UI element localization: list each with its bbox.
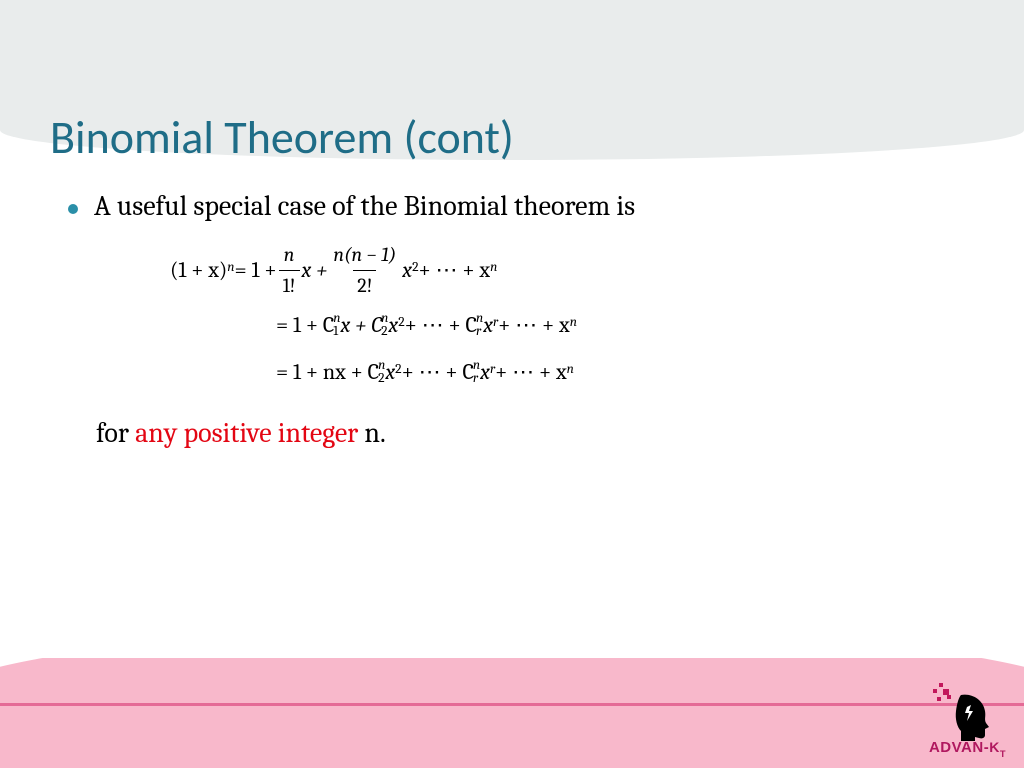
- math-text: x: [483, 309, 493, 342]
- math-lhs-paren: (1 + x): [170, 254, 227, 287]
- math-fraction-2: n(n − 1)2!: [329, 240, 400, 301]
- math-text: + ⋯ + x: [495, 356, 567, 389]
- logo-text: ADVAN-KT: [929, 739, 1006, 758]
- math-text: = 1 + C: [276, 309, 334, 342]
- math-sup: r: [490, 360, 495, 380]
- math-line-2: = 1 + Cn1 x + Cn2 x2 + ⋯ + Cnr xr + ⋯ + …: [276, 309, 974, 342]
- math-sup: n: [570, 313, 577, 333]
- math-sup: r: [493, 313, 498, 333]
- math-eq: = 1 +: [235, 254, 277, 287]
- math-line-3: = 1 + nx + Cn2 x2 + ⋯ + Cnr xr + ⋯ + xn: [276, 356, 974, 389]
- math-text: x +: [302, 254, 328, 287]
- closing-post: n.: [358, 417, 386, 449]
- math-text: + ⋯ + x: [419, 254, 491, 287]
- math-block: (1 + x)n = 1 + n1! x + n(n − 1)2! x2 + ⋯…: [170, 240, 974, 389]
- math-sup: n: [567, 360, 574, 380]
- bullet-text: A useful special case of the Binomial th…: [94, 190, 635, 222]
- math-text: x: [385, 356, 395, 389]
- math-text: = 1 + nx + C: [276, 356, 379, 389]
- math-supsub: n1: [333, 313, 340, 339]
- math-sup: 2: [412, 258, 418, 278]
- math-text: + ⋯ + C: [405, 309, 477, 342]
- math-text: x + C: [341, 309, 383, 342]
- math-sup: n: [490, 258, 497, 278]
- closing-red: any positive integer: [135, 417, 358, 449]
- math-sup: 2: [395, 360, 401, 380]
- bullet-dot-icon: [68, 204, 78, 214]
- logo-head-icon: [943, 689, 991, 741]
- brand-logo: ADVAN-KT: [929, 689, 1006, 758]
- math-text: x: [388, 309, 398, 342]
- bottom-decorative-band: ADVAN-KT: [0, 658, 1024, 768]
- closing-text: for any positive integer n.: [96, 417, 974, 449]
- math-line-1: (1 + x)n = 1 + n1! x + n(n − 1)2! x2 + ⋯…: [170, 240, 974, 301]
- slide-title: Binomial Theorem (cont): [50, 110, 974, 166]
- math-text: x: [402, 254, 412, 287]
- pink-curve-stroke: [0, 658, 1024, 706]
- bullet-item: A useful special case of the Binomial th…: [68, 190, 974, 222]
- math-sup: 2: [398, 313, 404, 333]
- math-text: + ⋯ + C: [402, 356, 474, 389]
- slide-content: Binomial Theorem (cont) A useful special…: [0, 0, 1024, 449]
- math-fraction-1: n1!: [279, 240, 300, 301]
- math-sup: n: [227, 258, 234, 278]
- math-text: x: [480, 356, 490, 389]
- closing-pre: for: [96, 417, 135, 449]
- math-text: + ⋯ + x: [498, 309, 570, 342]
